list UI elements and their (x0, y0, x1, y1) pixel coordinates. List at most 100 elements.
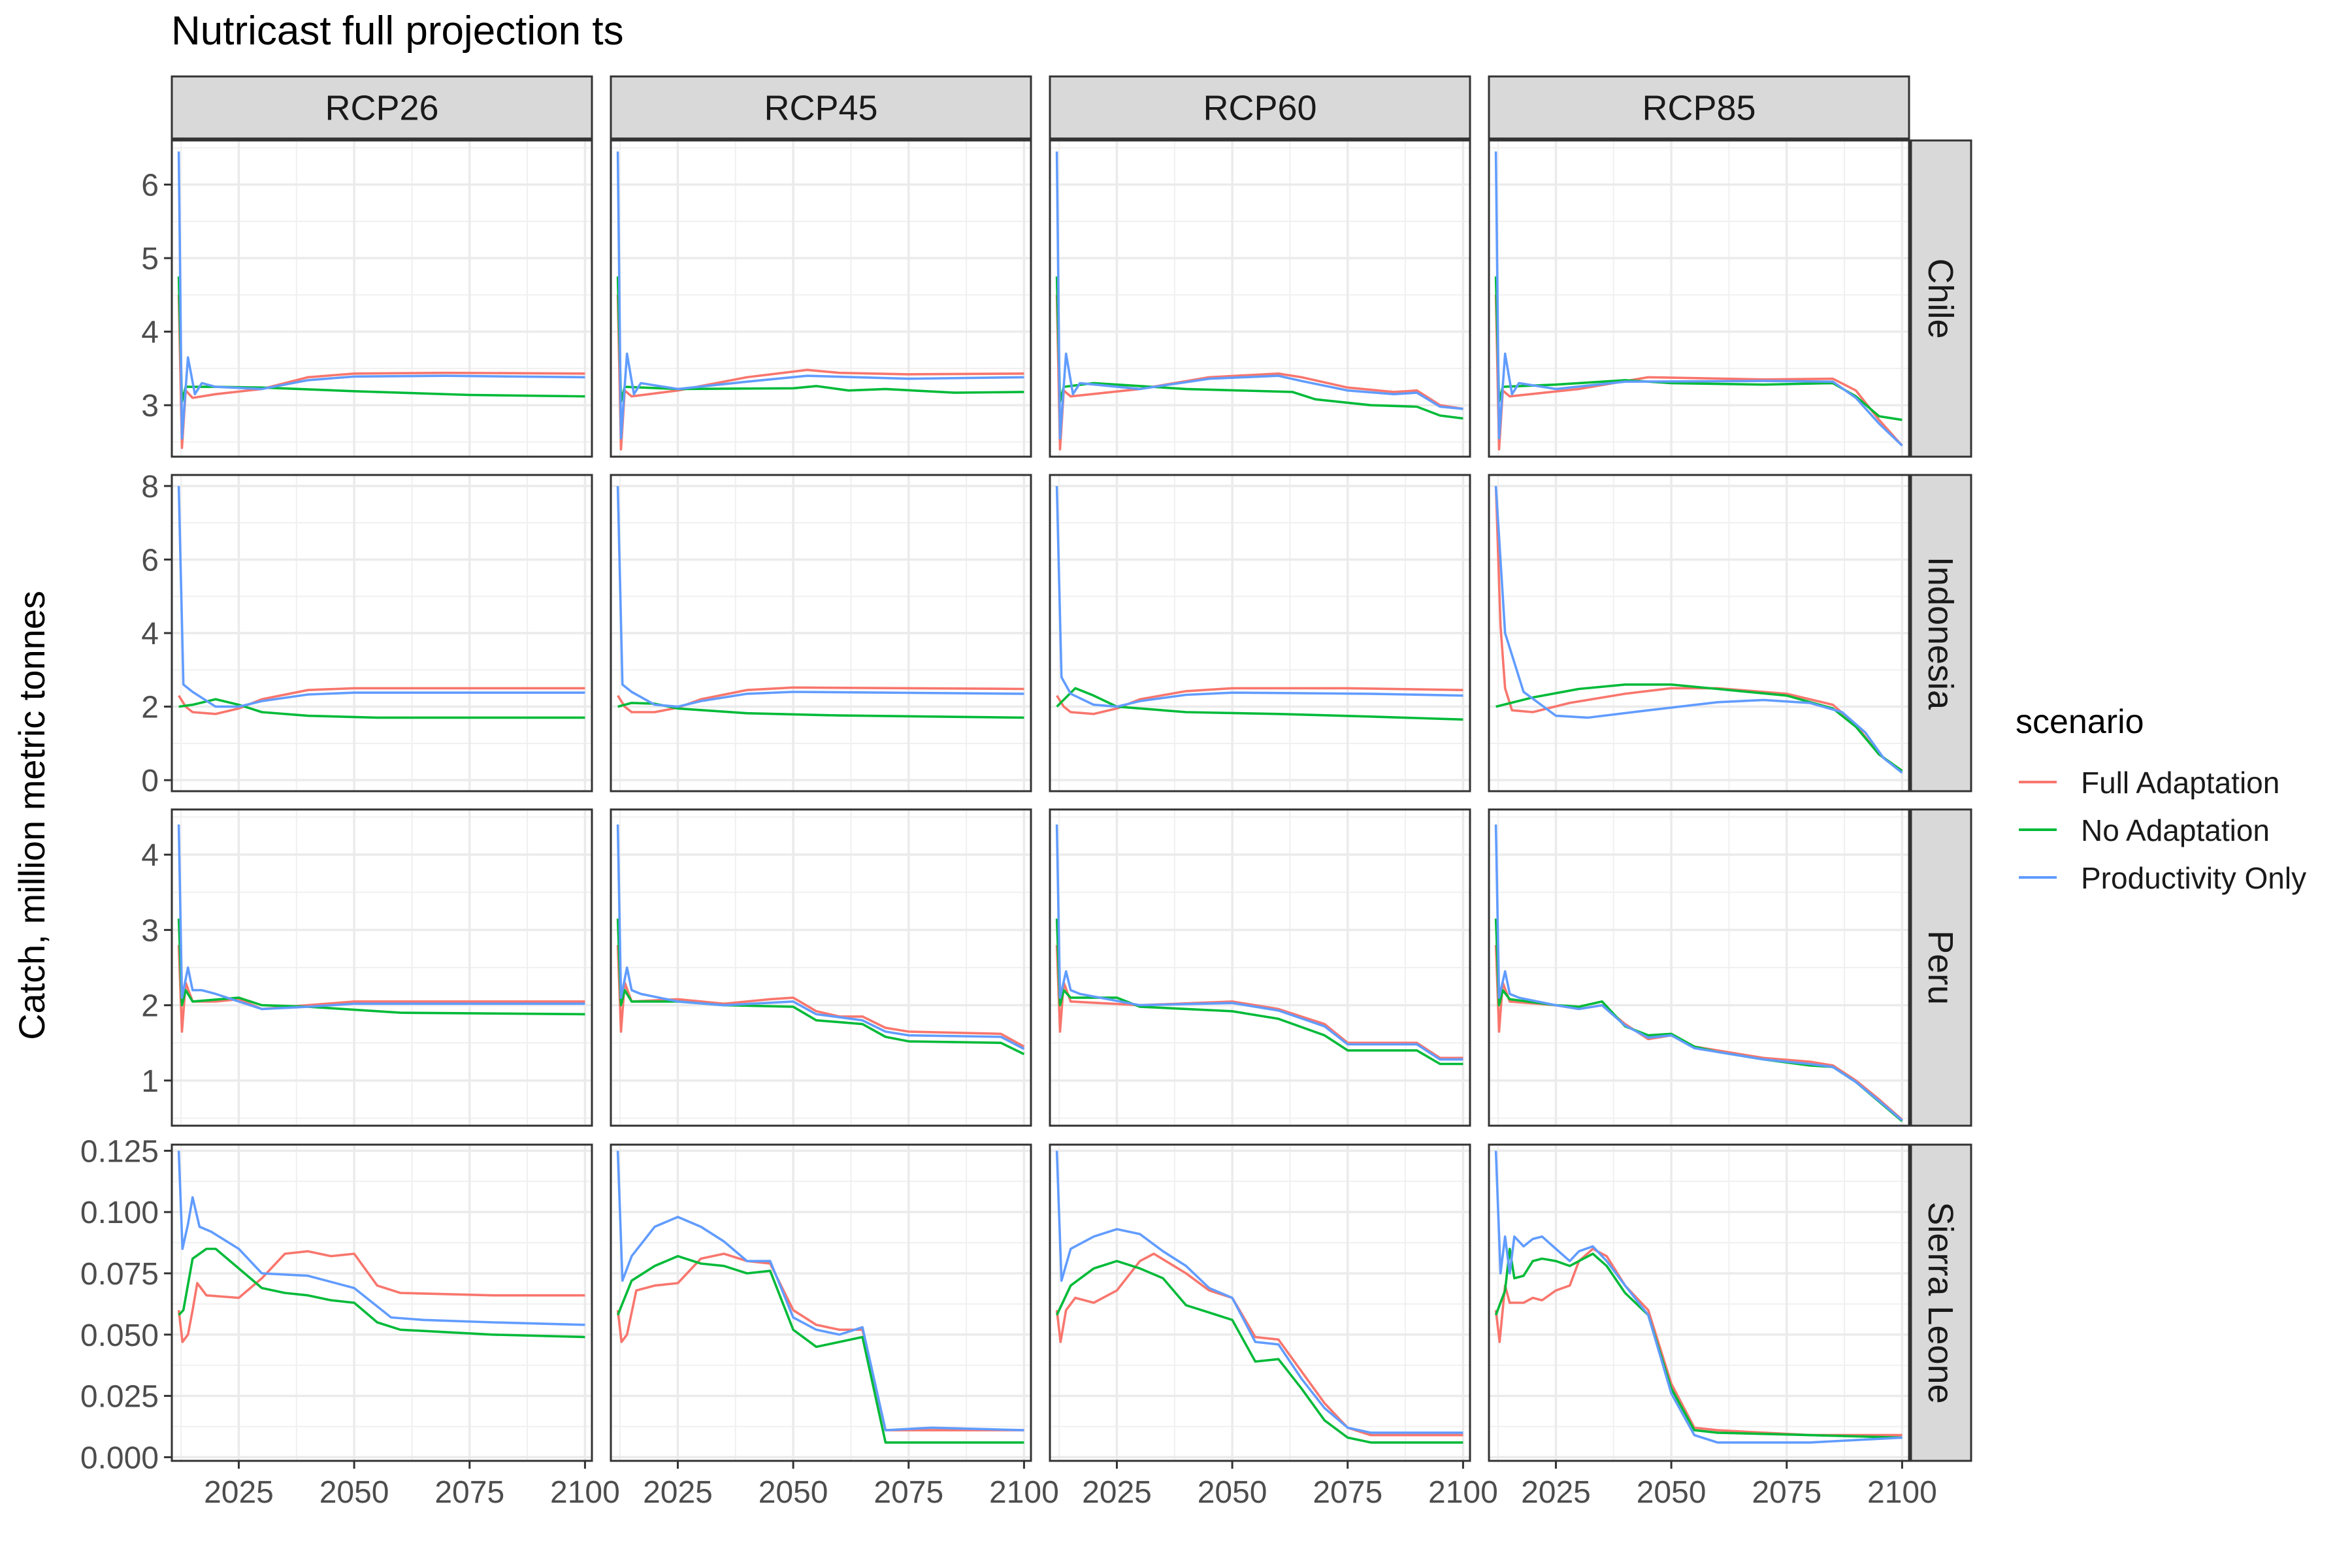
series-line-full-adaptation (1055, 1252, 1463, 1437)
gridlines (1050, 475, 1470, 791)
strip-label-rcp85: RCP85 (1642, 89, 1756, 128)
panel-background (172, 140, 592, 457)
gridlines (611, 809, 1031, 1126)
strip-label-rcp45: RCP45 (764, 89, 877, 128)
series-line-productivity-only (1494, 1151, 1903, 1444)
y-tick-label: 8 (141, 470, 159, 504)
panel-border (1049, 139, 1471, 458)
strip-rcp45 (610, 75, 1032, 140)
series-line-productivity-only (1494, 151, 1903, 447)
series-line-no-adaptation (1056, 687, 1463, 721)
y-tick-label: 0.100 (80, 1196, 159, 1230)
series-line-full-adaptation (177, 1250, 585, 1343)
x-tick-label: 2050 (319, 1475, 389, 1510)
strip-label-peru: Peru (1921, 930, 1960, 1005)
chart-title: Nutricast full projection ts (171, 8, 624, 54)
y-tick-label: 1 (141, 1064, 159, 1099)
panel-background (1489, 1145, 1909, 1461)
series-line-no-adaptation (617, 702, 1024, 719)
series-line-full-adaptation (177, 945, 585, 1033)
series-line-productivity-only (616, 824, 1025, 1051)
series-line-productivity-only (177, 824, 585, 1011)
panel-peru-rcp45 (610, 808, 1032, 1127)
gridlines (1489, 475, 1909, 791)
facet-panels (171, 139, 1910, 1462)
strip-label-chile: Chile (1921, 258, 1960, 338)
panel-border (610, 1143, 1032, 1462)
series-line-productivity-only (616, 485, 1024, 708)
x-tick-label: 2025 (204, 1475, 274, 1510)
panel-background (1489, 140, 1909, 457)
series-line-no-adaptation (1055, 1260, 1463, 1444)
x-tick-label: 2025 (643, 1475, 713, 1510)
gridlines (1489, 1145, 1909, 1461)
panel-peru-rcp60 (1049, 808, 1471, 1127)
strip-label-rcp60: RCP60 (1203, 89, 1316, 128)
legend-item-no-adaptation: No Adaptation (2019, 813, 2270, 847)
panel-sierra-leone-rcp60 (1049, 1143, 1471, 1462)
panel-border (610, 139, 1032, 458)
panel-border (1488, 808, 1910, 1127)
series-line-full-adaptation (616, 945, 1025, 1048)
series-line-productivity-only (616, 1151, 1024, 1431)
panel-border (610, 474, 1032, 792)
series-line-no-adaptation (1494, 1247, 1903, 1439)
x-tick-label: 2075 (1313, 1475, 1382, 1510)
legend-label: No Adaptation (2081, 813, 2270, 847)
x-tick-label: 2075 (1752, 1475, 1821, 1510)
panel-border (1049, 808, 1471, 1127)
x-tick-label: 2050 (759, 1475, 828, 1510)
y-tick-label: 3 (141, 913, 159, 948)
strip-rcp60 (1049, 75, 1471, 140)
y-tick-label: 6 (141, 169, 159, 203)
y-tick-label: 4 (141, 316, 159, 350)
gridlines (1050, 1145, 1470, 1461)
series-line-no-adaptation (1055, 919, 1463, 1066)
series-line-productivity-only (616, 151, 1024, 440)
panel-border (1049, 1143, 1471, 1462)
y-tick-label: 0.125 (80, 1134, 159, 1169)
panel-border (171, 1143, 593, 1462)
series-line-productivity-only (1494, 485, 1903, 774)
panel-chile-rcp45 (610, 139, 1032, 458)
panel-peru-rcp26 (171, 808, 593, 1127)
y-tick-label: 0.050 (80, 1318, 159, 1353)
series-line-productivity-only (177, 485, 585, 708)
row-strips: Chile Indonesia Peru Sierra Leone (1910, 139, 1972, 1462)
y-tick-label: 5 (141, 242, 159, 276)
y-tick-label: 0 (141, 764, 159, 798)
gridlines (611, 1145, 1031, 1461)
y-tick-label: 6 (141, 543, 159, 578)
legend: scenario Full Adaptation No Adaptation Pro… (2016, 703, 2306, 895)
y-tick-label: 2 (141, 691, 159, 725)
series-line-no-adaptation (616, 919, 1025, 1056)
series-line-no-adaptation (178, 698, 585, 719)
x-tick-label: 2025 (1521, 1475, 1591, 1510)
x-tick-label: 2100 (1867, 1475, 1937, 1510)
strip-sierra-leone (1910, 1143, 1972, 1462)
legend-title: scenario (2016, 703, 2144, 741)
y-tick-label: 0.025 (80, 1380, 159, 1414)
panel-border (610, 808, 1032, 1127)
gridlines (611, 475, 1031, 791)
panel-border (171, 808, 593, 1127)
y-tick-label: 3 (141, 389, 159, 423)
legend-label: Productivity Only (2081, 861, 2306, 895)
panel-chile-rcp26 (171, 139, 593, 458)
panel-border (1488, 139, 1910, 458)
series-line-productivity-only (1055, 824, 1463, 1061)
strip-label-indonesia: Indonesia (1921, 557, 1960, 710)
legend-label: Full Adaptation (2081, 766, 2279, 800)
x-tick-label: 2100 (989, 1475, 1059, 1510)
series-line-no-adaptation (178, 1247, 585, 1339)
series-line-productivity-only (177, 151, 585, 440)
gridlines (172, 809, 592, 1126)
panel-sierra-leone-rcp85 (1488, 1143, 1910, 1462)
strip-rcp26 (171, 75, 593, 140)
panel-indonesia-rcp45 (610, 474, 1032, 792)
panel-border (1488, 1143, 1910, 1462)
strip-rcp85 (1488, 75, 1910, 140)
x-tick-label: 2100 (550, 1475, 620, 1510)
y-axis-label: Catch, million metric tonnes (11, 591, 52, 1040)
column-strips: RCP26 RCP45 RCP60 RCP85 (171, 75, 1910, 140)
